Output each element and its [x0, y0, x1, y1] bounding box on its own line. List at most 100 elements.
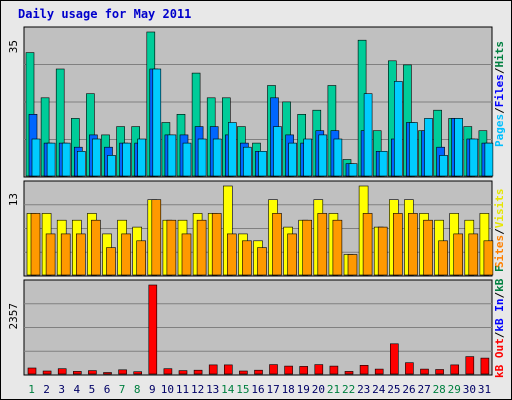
svg-text:Sites/Visits: Sites/Visits — [493, 189, 506, 269]
kb-out-bar — [465, 356, 475, 375]
kb-out-bar — [178, 370, 188, 375]
mid-axis-max: 13 — [7, 193, 20, 206]
legend-visits: Visits — [493, 189, 506, 229]
kb-out-bar — [88, 370, 97, 375]
kb-out-bar — [405, 362, 414, 375]
day-label: 15 — [236, 383, 249, 396]
day-labels: 1 2 3 4 5 6 7 8 9 10 11 12 13 14 15 16 17 18 19 20 21 22 23 24 2… — [28, 383, 491, 396]
kb-out-bar — [148, 284, 158, 375]
pages-bar — [122, 142, 131, 177]
legend-sep-1: / — [493, 107, 506, 114]
day-label: 1 — [28, 383, 35, 396]
pages-bar — [469, 138, 479, 177]
sites-bar — [106, 247, 116, 276]
kb-out-bar — [480, 357, 490, 375]
pages-bar — [167, 134, 177, 177]
day-label: 28 — [433, 383, 446, 396]
kb-out-bar — [359, 364, 369, 375]
day-label: 23 — [357, 383, 370, 396]
pages-bar — [258, 151, 267, 177]
kb-out-bar — [435, 369, 444, 375]
top-axis-max: 35 — [7, 40, 20, 53]
day-label: 30 — [463, 383, 476, 396]
day-label: 24 — [372, 383, 386, 396]
kb-out-bar — [42, 370, 52, 375]
kb-out-bar — [269, 364, 278, 375]
bars-group — [25, 31, 494, 375]
kb-out-bar — [389, 343, 399, 375]
pages-bar — [454, 118, 464, 177]
svg-text:Pages/Files/Hits: Pages/Files/Hits — [493, 41, 506, 147]
sites-bar — [121, 233, 131, 276]
legend-sep-5: / — [493, 292, 506, 299]
sites-bar — [362, 213, 373, 276]
kb-out-bar — [329, 365, 339, 375]
sites-bar — [76, 233, 86, 276]
sites-bar — [60, 233, 71, 276]
day-label: 9 — [149, 383, 156, 396]
sites-bar — [347, 254, 358, 276]
day-label: 12 — [191, 383, 204, 396]
legend-hits: Hits — [493, 41, 506, 68]
pages-bar — [333, 138, 343, 177]
kb-out-bar — [239, 370, 248, 375]
legend-sep-4: / — [493, 331, 506, 338]
pages-bar — [348, 163, 358, 177]
kb-out-bar — [284, 365, 293, 375]
sites-bar — [227, 233, 237, 276]
day-label: 17 — [266, 383, 279, 396]
sites-bar — [272, 213, 282, 276]
pages-bar — [318, 134, 328, 177]
sites-bar — [242, 240, 252, 276]
day-label: 19 — [297, 383, 310, 396]
day-label: 16 — [251, 383, 264, 396]
pages-bar — [424, 118, 433, 177]
day-label: 10 — [161, 383, 174, 396]
sites-bar — [287, 233, 297, 276]
sites-bar — [377, 226, 388, 276]
pages-bar — [363, 93, 373, 177]
day-label: 4 — [73, 383, 80, 396]
legend-sep-2: / — [493, 67, 506, 74]
day-label: 2 — [43, 383, 50, 396]
sites-bar — [45, 233, 56, 276]
bottom-legend: kB Out/kB In/kB F — [493, 265, 506, 378]
sites-bar — [211, 213, 222, 276]
kb-out-bar — [103, 372, 112, 375]
pages-bar — [288, 142, 297, 177]
day-label: 20 — [312, 383, 325, 396]
legend-kb-f: kB F — [493, 265, 506, 292]
pages-bar — [303, 138, 313, 177]
pages-bar — [409, 122, 418, 177]
kb-out-bar — [374, 368, 384, 375]
day-label: 3 — [58, 383, 65, 396]
svg-text:kB Out/kB In/kB F: kB Out/kB In/kB F — [493, 265, 506, 378]
sites-bar — [317, 213, 328, 276]
day-label: 31 — [478, 383, 491, 396]
day-label: 8 — [134, 383, 141, 396]
pages-bar — [46, 142, 56, 177]
kb-out-bar — [450, 364, 460, 375]
pages-bar — [92, 138, 101, 177]
pages-bar — [393, 81, 403, 177]
pages-bar — [31, 138, 41, 177]
kb-out-bar — [299, 366, 309, 375]
kb-out-bar — [420, 368, 429, 375]
pages-bar — [439, 155, 448, 177]
kb-out-bar — [118, 369, 127, 375]
pages-bar — [152, 68, 162, 177]
pages-bar — [61, 142, 71, 177]
legend-sep-3: / — [493, 228, 506, 235]
legend-files: Files — [493, 74, 506, 107]
pages-bar — [273, 126, 282, 177]
day-label: 18 — [282, 383, 295, 396]
day-label: 14 — [221, 383, 235, 396]
kb-out-bar — [163, 368, 173, 375]
sites-bar — [483, 240, 494, 276]
sites-bar — [196, 219, 207, 276]
pages-bar — [137, 138, 146, 177]
day-label: 5 — [89, 383, 96, 396]
legend-kb-out: kB Out — [493, 338, 506, 378]
kb-out-bar — [73, 371, 82, 375]
